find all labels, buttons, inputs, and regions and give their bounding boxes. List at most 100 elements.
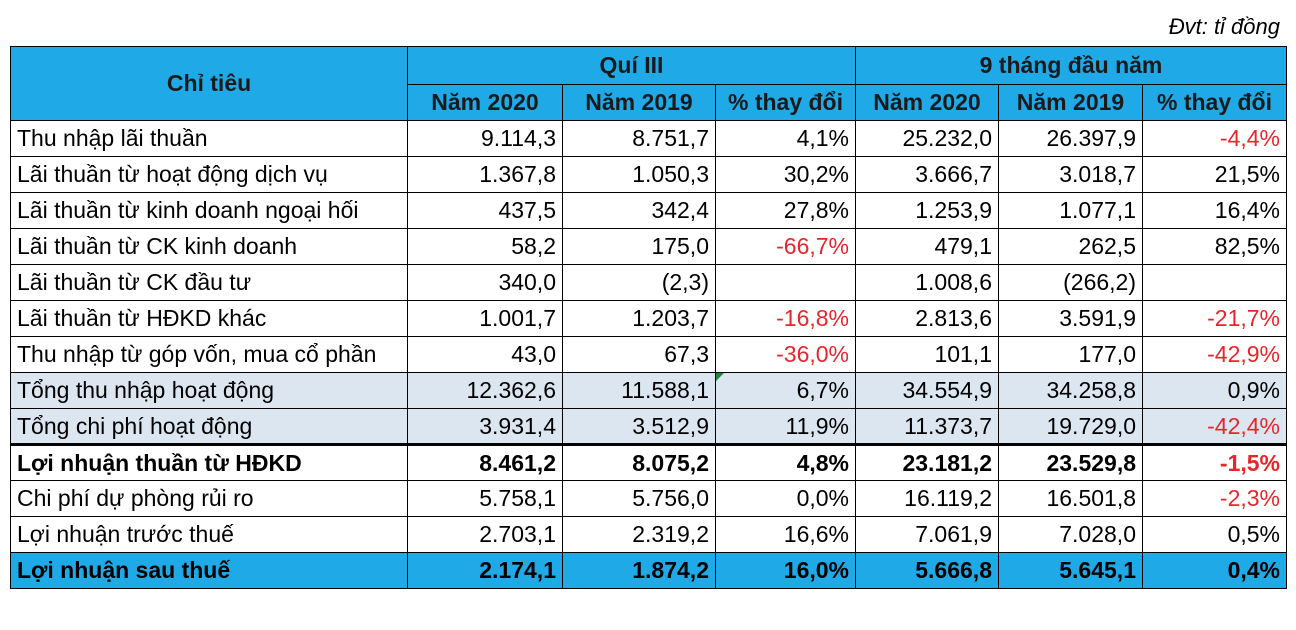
- table-cell: 1.367,8: [407, 156, 563, 193]
- table-cell: 1.253,9: [855, 192, 999, 229]
- table-cell: 26.397,9: [998, 120, 1143, 157]
- table-cell: 3.512,9: [562, 408, 716, 445]
- table-cell: 11.373,7: [855, 408, 999, 445]
- table-cell: -4,4%: [1142, 120, 1287, 157]
- sub-header: % thay đổi: [1142, 84, 1287, 121]
- financial-table: Chỉ tiêu Quí III 9 tháng đầu năm Năm 202…: [10, 46, 1287, 589]
- row-label: Tổng thu nhập hoạt động: [10, 372, 408, 409]
- row-label: Tổng chi phí hoạt động: [10, 408, 408, 445]
- table-cell: -21,7%: [1142, 300, 1287, 337]
- table-cell: 19.729,0: [998, 408, 1143, 445]
- table-cell: -1,5%: [1142, 443, 1287, 481]
- row-label: Lãi thuần từ HĐKD khác: [10, 300, 408, 337]
- table-cell: 7.061,9: [855, 516, 999, 553]
- table-cell: 8.075,2: [562, 443, 716, 481]
- sub-header: Năm 2019: [998, 84, 1143, 121]
- table-cell: 34.258,8: [998, 372, 1143, 409]
- table-row: Lãi thuần từ CK đầu tư 340,0 (2,3) 1.008,6(…: [10, 264, 1287, 301]
- table-cell: 67,3: [562, 336, 716, 373]
- table-row: Lãi thuần từ HĐKD khác 1.001,7 1.203,7 -16,…: [10, 300, 1287, 337]
- table-cell: 1.050,3: [562, 156, 716, 193]
- table-cell: 3.018,7: [998, 156, 1143, 193]
- table-cell: 479,1: [855, 228, 999, 265]
- table-cell: 437,5: [407, 192, 563, 229]
- table-cell: 9.114,3: [407, 120, 563, 157]
- group-header-q3: Quí III: [407, 46, 856, 85]
- table-cell: 23.181,2: [855, 443, 999, 481]
- table-cell: 2.813,6: [855, 300, 999, 337]
- table-cell: 101,1: [855, 336, 999, 373]
- table-cell: -16,8%: [715, 300, 856, 337]
- table-cell: 177,0: [998, 336, 1143, 373]
- table-row: Tổng thu nhập hoạt động 12.362,6 11.588,1 6…: [10, 372, 1287, 409]
- row-label: Lãi thuần từ CK kinh doanh: [10, 228, 408, 265]
- sub-header: Năm 2020: [407, 84, 563, 121]
- table-cell: 1.077,1: [998, 192, 1143, 229]
- table-cell: 11,9%: [715, 408, 856, 445]
- table-cell: 7.028,0: [998, 516, 1143, 553]
- table-cell: -36,0%: [715, 336, 856, 373]
- table-cell: 82,5%: [1142, 228, 1287, 265]
- table-cell: [715, 264, 856, 301]
- table-cell: 4,8%: [715, 443, 856, 481]
- table-cell: 5.758,1: [407, 480, 563, 517]
- table-cell: 12.362,6: [407, 372, 563, 409]
- table-row: Lãi thuần từ CK kinh doanh 58,2 175,0 -66,7…: [10, 228, 1287, 265]
- table-cell: (266,2): [998, 264, 1143, 301]
- table-row: Lãi thuần từ kinh doanh ngoại hối 437,5 34…: [10, 192, 1287, 229]
- table-cell: 16,4%: [1142, 192, 1287, 229]
- col-header-label: Chỉ tiêu: [10, 46, 408, 121]
- cell-comment-marker: [716, 373, 724, 381]
- table-cell: 23.529,8: [998, 443, 1143, 481]
- row-label: Lãi thuần từ CK đầu tư: [10, 264, 408, 301]
- table-cell: 2.319,2: [562, 516, 716, 553]
- row-label: Thu nhập từ góp vốn, mua cổ phần: [10, 336, 408, 373]
- table-cell: 2.703,1: [407, 516, 563, 553]
- table-cell: 8.751,7: [562, 120, 716, 157]
- table-cell: 1.874,2: [562, 552, 716, 589]
- table-cell: 1.008,6: [855, 264, 999, 301]
- table-cell: 0,5%: [1142, 516, 1287, 553]
- sub-header: Năm 2019: [562, 84, 716, 121]
- table-cell: 30,2%: [715, 156, 856, 193]
- table-cell: -42,4%: [1142, 408, 1287, 445]
- row-label: Chi phí dự phòng rủi ro: [10, 480, 408, 517]
- row-label: Thu nhập lãi thuần: [10, 120, 408, 157]
- row-label: Lợi nhuận trước thuế: [10, 516, 408, 553]
- table-cell: 0,9%: [1142, 372, 1287, 409]
- table-cell: 11.588,1: [562, 372, 716, 409]
- table-row: Lợi nhuận trước thuế 2.703,1 2.319,2 16,6% 7…: [10, 516, 1287, 553]
- table-cell: 4,1%: [715, 120, 856, 157]
- table-cell: -2,3%: [1142, 480, 1287, 517]
- table-cell: (2,3): [562, 264, 716, 301]
- table-row: Chi phí dự phòng rủi ro 5.758,1 5.756,0 0,0…: [10, 480, 1287, 517]
- table-cell: 0,0%: [715, 480, 856, 517]
- table-row: Lợi nhuận sau thuế 2.174,1 1.874,2 16,0% 5.6…: [10, 552, 1287, 589]
- table-cell: 6,7%: [715, 372, 856, 409]
- table-cell: 5.645,1: [998, 552, 1143, 589]
- table-cell: 340,0: [407, 264, 563, 301]
- table-cell: 2.174,1: [407, 552, 563, 589]
- row-label: Lãi thuần từ kinh doanh ngoại hối: [10, 192, 408, 229]
- table-cell: 58,2: [407, 228, 563, 265]
- table-cell: 21,5%: [1142, 156, 1287, 193]
- table-row: Thu nhập lãi thuần 9.114,3 8.751,7 4,1% 25.2…: [10, 120, 1287, 157]
- table-cell: 16,0%: [715, 552, 856, 589]
- table-cell: 8.461,2: [407, 443, 563, 481]
- table-cell: 3.666,7: [855, 156, 999, 193]
- table-row: Lãi thuần từ hoạt động dịch vụ 1.367,8 1.0…: [10, 156, 1287, 193]
- table-cell: 1.001,7: [407, 300, 563, 337]
- table-row: Thu nhập từ góp vốn, mua cổ phần 43,0 67,3…: [10, 336, 1287, 373]
- table-row: Lợi nhuận thuần từ HĐKD 8.461,2 8.075,2 4,8…: [10, 443, 1287, 481]
- table-cell: 262,5: [998, 228, 1143, 265]
- table-cell: [1142, 264, 1287, 301]
- table-cell: 0,4%: [1142, 552, 1287, 589]
- table-row: Tổng chi phí hoạt động 3.931,4 3.512,9 11,9…: [10, 408, 1287, 445]
- group-header-9months: 9 tháng đầu năm: [855, 46, 1287, 85]
- table-cell: -66,7%: [715, 228, 856, 265]
- table-cell: -42,9%: [1142, 336, 1287, 373]
- table-cell: 34.554,9: [855, 372, 999, 409]
- unit-note: Đvt: tỉ đồng: [1168, 14, 1280, 39]
- table-cell: 43,0: [407, 336, 563, 373]
- table-cell: 175,0: [562, 228, 716, 265]
